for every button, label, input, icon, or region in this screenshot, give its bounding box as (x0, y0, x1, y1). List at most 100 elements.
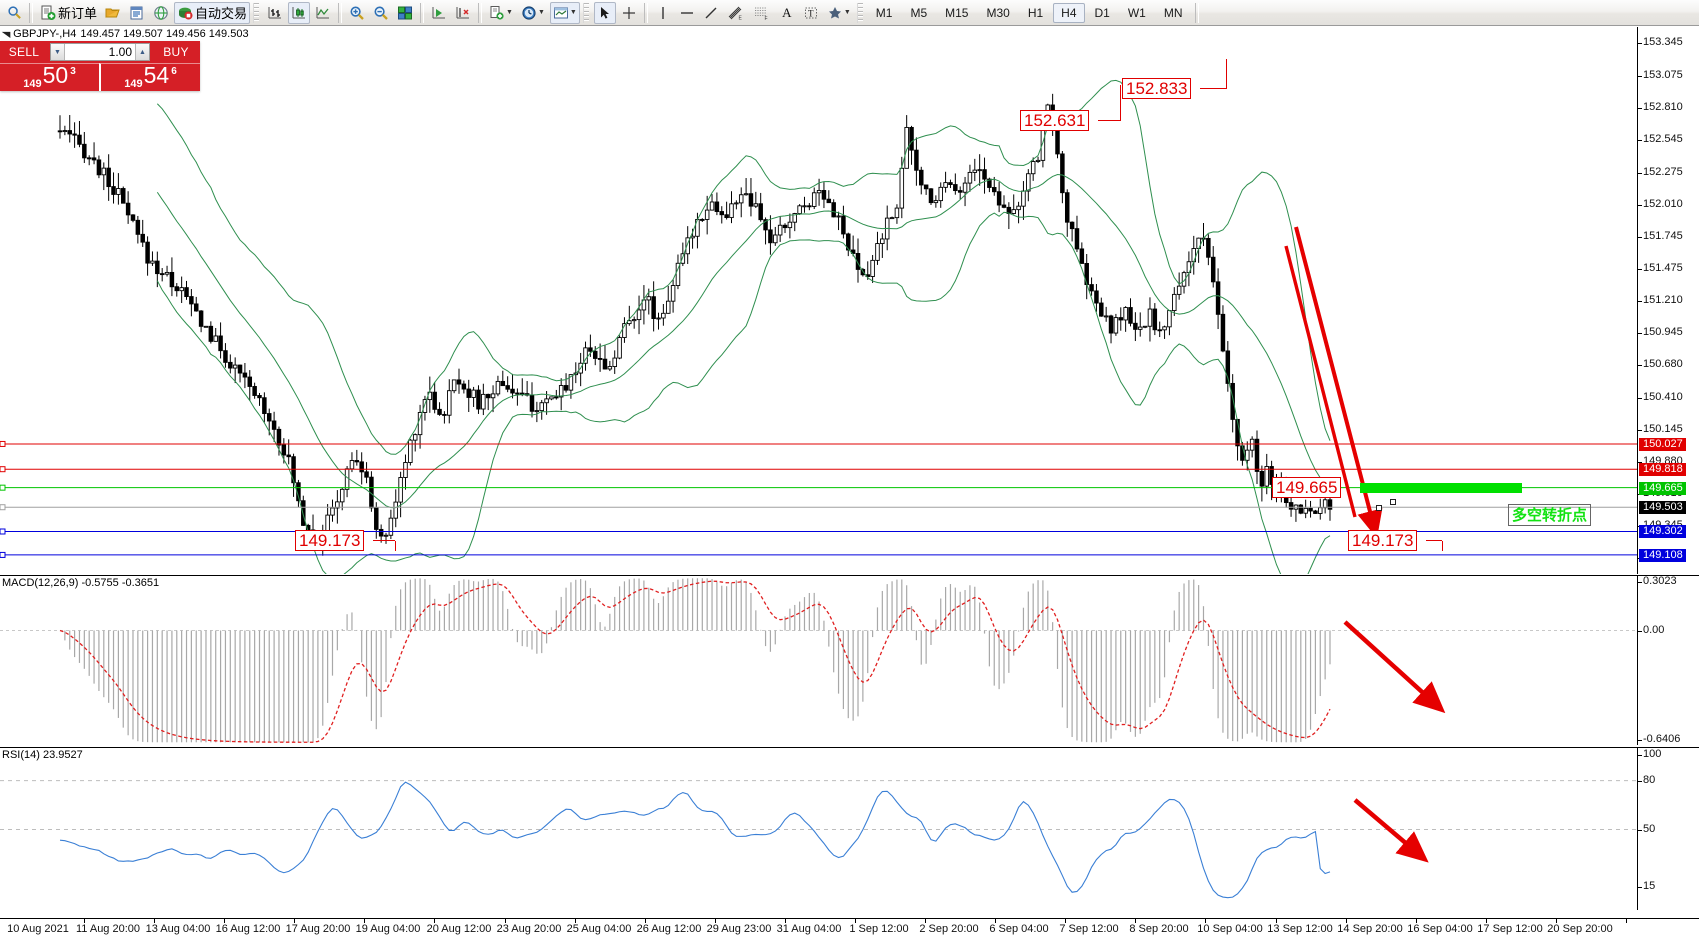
price-tag-resistance[interactable]: 150.027 (1639, 437, 1686, 451)
timeframe-m30[interactable]: M30 (986, 5, 1010, 20)
trade-panel-top: SELL ▼ 1.00 ▲ BUY (0, 41, 200, 63)
macd-pane[interactable]: MACD(12,26,9) -0.5755 -0.3651 0.3023 0.00… (0, 575, 1699, 745)
callout-stub (1120, 85, 1121, 122)
timeframe-group: M1 M5 M15 M30 H1 H4 D1 W1 MN (867, 2, 1192, 23)
metaeditor-icon[interactable] (126, 2, 148, 24)
price-callout: 149.173 (1348, 530, 1418, 552)
volume-stepper[interactable]: ▼ 1.00 ▲ (50, 43, 150, 61)
macd-axis[interactable]: 0.3023 0.00 -0.6406 (1637, 575, 1699, 745)
trendline-icon[interactable] (700, 2, 722, 24)
sell-button[interactable]: SELL (8, 45, 40, 59)
vertical-line-icon[interactable] (652, 2, 674, 24)
timeframe-d1[interactable]: D1 (1094, 5, 1110, 20)
timeframe-w1[interactable]: W1 (1127, 5, 1146, 20)
timeframe-m5[interactable]: M5 (910, 5, 928, 20)
axis-tick (1638, 301, 1642, 303)
equidistant-channel-icon[interactable]: E (724, 2, 748, 24)
time-axis[interactable]: 10 Aug 2021 11 Aug 20:00 13 Aug 04:00 16 Au… (0, 918, 1699, 942)
rsi-plot (0, 780, 1637, 899)
line-chart-icon[interactable] (312, 2, 334, 24)
time-tick (1486, 919, 1487, 923)
price-tag-support[interactable]: 149.108 (1639, 548, 1686, 562)
price-tag-last-price[interactable]: 149.503 (1639, 501, 1686, 515)
volume-value[interactable]: 1.00 (108, 45, 132, 59)
rsi-tick-label: 15 (1643, 879, 1656, 892)
text-label-icon[interactable]: T (800, 2, 822, 24)
crosshair-icon[interactable] (618, 2, 640, 24)
timeframe-h1[interactable]: H1 (1027, 5, 1044, 20)
bar-chart-icon[interactable] (264, 2, 286, 24)
price-tick-label: 152.810 (1643, 100, 1683, 113)
volume-down-icon[interactable]: ▼ (51, 44, 65, 60)
axis-tick (1638, 333, 1642, 335)
auto-trading-button[interactable]: 自动交易 (174, 1, 251, 24)
search-icon[interactable] (3, 2, 25, 24)
object-handle[interactable] (1390, 499, 1396, 506)
time-tick-label: 10 Sep 04:00 (1197, 923, 1263, 935)
fibonacci-icon[interactable]: F (750, 2, 774, 24)
volume-up-icon[interactable]: ▲ (135, 44, 149, 60)
toolbar-grip[interactable] (856, 2, 863, 23)
tile-windows-icon[interactable] (394, 2, 416, 24)
price-tag-pivot[interactable]: 149.665 (1639, 481, 1686, 495)
sell-price-main: 50 (42, 62, 69, 88)
toolbar-grip[interactable] (582, 2, 589, 23)
object-handle[interactable] (1376, 504, 1382, 511)
callout-stub (1426, 540, 1442, 542)
price-tick-label: 152.545 (1643, 132, 1683, 145)
time-tick (855, 919, 856, 923)
time-tick (224, 919, 225, 923)
zoom-out-icon[interactable] (370, 2, 392, 24)
timeframe-m1[interactable]: M1 (875, 5, 893, 20)
timeframe-h4[interactable]: H4 (1053, 2, 1085, 23)
candlestick-chart-icon[interactable] (288, 1, 311, 24)
price-tag-support[interactable]: 149.302 (1639, 525, 1686, 539)
price-axis[interactable]: 153.345 153.075 152.810 152.545 152.275 152.0… (1637, 27, 1699, 574)
price-callout: 149.665 (1272, 476, 1342, 498)
indicators-icon[interactable]: ▼ (486, 2, 516, 24)
shapes-icon[interactable]: ▼ (824, 2, 854, 24)
auto-scroll-icon[interactable] (428, 2, 450, 24)
new-order-button[interactable]: 新订单 (37, 2, 100, 24)
timeframe-mn[interactable]: MN (1163, 5, 1183, 20)
sell-price[interactable]: 149 50 3 (0, 63, 99, 91)
rsi-axis[interactable]: 100 80 50 15 (1637, 748, 1699, 910)
support-zone-bar (1360, 482, 1522, 493)
timeframe-m15[interactable]: M15 (945, 5, 969, 20)
axis-tick (1638, 204, 1642, 206)
axis-tick (1638, 740, 1642, 741)
rsi-pane[interactable]: RSI(14) 23.9527 100 80 50 15 (0, 747, 1699, 910)
svg-text:E: E (738, 15, 742, 21)
time-tick-label: 16 Sep 04:00 (1407, 923, 1473, 935)
period-clock-icon[interactable]: ▼ (518, 2, 548, 24)
chart-area[interactable]: 152.631 152.833 149.173 149.665 149.173 多空转折点… (0, 27, 1699, 917)
price-pane[interactable]: 152.631 152.833 149.173 149.665 149.173 多空转折点… (0, 27, 1699, 574)
toolbar-grip[interactable] (253, 2, 260, 23)
toolbar-separator (643, 2, 648, 23)
templates-icon[interactable]: ▼ (549, 1, 580, 24)
price-tick-label: 152.010 (1643, 197, 1683, 210)
buy-button[interactable]: BUY (163, 45, 189, 59)
folder-icon[interactable] (102, 2, 124, 24)
toolbar-separator (420, 2, 425, 23)
time-tick (575, 919, 576, 923)
chevron-down-icon[interactable]: ▼ (506, 9, 513, 16)
price-tag-resistance[interactable]: 149.818 (1639, 463, 1686, 477)
globe-icon[interactable] (150, 2, 172, 24)
text-icon[interactable]: A (776, 2, 798, 24)
chevron-down-icon[interactable]: ▼ (843, 9, 851, 16)
chevron-down-icon[interactable]: ▼ (569, 9, 577, 16)
horizontal-line-icon[interactable] (676, 2, 698, 24)
buy-price[interactable]: 149 54 6 (99, 63, 200, 91)
axis-tick (1638, 780, 1642, 782)
one-click-trading-panel: SELL ▼ 1.00 ▲ BUY 149 50 3 149 54 6 (0, 41, 200, 91)
cursor-arrow-icon[interactable] (593, 1, 616, 24)
time-tick-label: 1 Sep 12:00 (849, 923, 909, 935)
chevron-down-icon[interactable]: ▼ (537, 9, 545, 16)
rsi-title: RSI(14) 23.9527 (2, 749, 86, 761)
chart-shift-icon[interactable] (452, 2, 474, 24)
time-tick-label: 17 Aug 20:00 (285, 923, 351, 935)
buy-price-prefix: 149 (124, 78, 143, 90)
chart-cursor-icon: ◥ (1, 29, 11, 39)
zoom-in-icon[interactable] (346, 2, 368, 24)
